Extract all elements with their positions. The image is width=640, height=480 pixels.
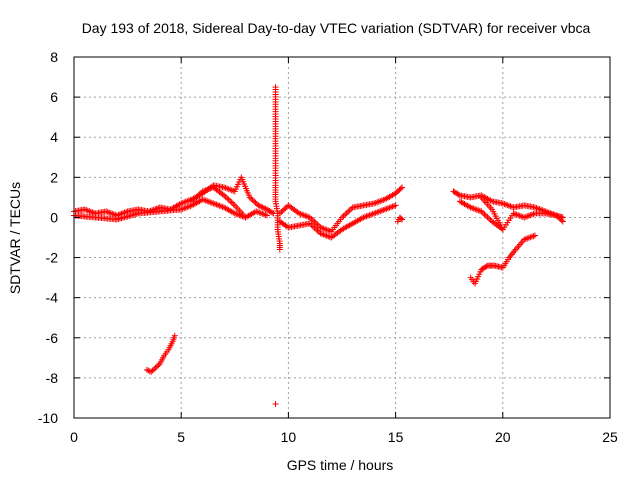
data-point-marker <box>251 198 258 205</box>
data-point-marker <box>486 215 493 222</box>
y-tick-label: 2 <box>50 169 58 185</box>
data-point-marker <box>263 212 270 219</box>
data-point-marker <box>259 204 266 211</box>
y-tick-label: -6 <box>46 330 59 346</box>
data-point-marker <box>345 208 352 215</box>
data-point-marker <box>276 246 283 253</box>
data-point-marker <box>399 216 406 223</box>
data-point-marker <box>392 202 399 209</box>
data-point-marker <box>262 205 269 212</box>
y-tick-label: 4 <box>50 129 58 145</box>
grid-lines <box>74 57 610 418</box>
data-point-marker <box>228 199 235 206</box>
y-tick-label: -4 <box>46 290 59 306</box>
data-point-marker <box>455 191 462 198</box>
data-point-marker <box>397 185 404 192</box>
data-point-marker <box>269 209 276 216</box>
data-point-marker <box>276 210 283 217</box>
data-point-marker <box>224 195 231 202</box>
x-axis-label: GPS time / hours <box>287 457 394 473</box>
data-point-marker <box>143 366 150 373</box>
data-point-marker <box>225 196 232 203</box>
data-point-marker <box>346 207 353 214</box>
plot-frame <box>73 56 611 419</box>
x-tick-label: 25 <box>602 429 618 445</box>
x-tick-label: 10 <box>281 429 297 445</box>
data-point-marker <box>278 209 285 216</box>
data-point-marker <box>499 226 506 233</box>
data-point-marker <box>279 207 286 214</box>
x-tick-label: 5 <box>177 429 185 445</box>
data-point-marker <box>399 184 406 191</box>
data-point-marker <box>171 332 178 339</box>
data-point-marker <box>343 210 350 217</box>
data-point-marker <box>252 199 259 206</box>
x-tick-label: 0 <box>70 429 78 445</box>
y-tick-label: 8 <box>50 49 58 65</box>
y-tick-label: -8 <box>46 370 59 386</box>
data-point-marker <box>482 212 489 219</box>
data-point-marker <box>558 217 565 224</box>
data-point-marker <box>559 218 566 225</box>
x-tick-label: 15 <box>388 429 404 445</box>
data-point-marker <box>342 211 349 218</box>
data-point-marker <box>249 197 256 204</box>
data-point-marker <box>148 368 155 375</box>
y-tick-label: -2 <box>46 250 59 266</box>
data-point-marker <box>151 366 158 373</box>
data-point-marker <box>242 214 249 221</box>
data-point-marker <box>484 214 491 221</box>
data-point-marker <box>272 400 279 407</box>
data-point-marker <box>309 217 316 224</box>
data-points <box>71 84 566 407</box>
data-point-marker <box>281 206 288 213</box>
data-point-marker <box>227 198 234 205</box>
y-tick-label: -10 <box>38 410 58 426</box>
data-point-marker <box>483 263 490 270</box>
data-point-marker <box>152 364 159 371</box>
data-point-marker <box>256 203 263 210</box>
data-point-marker <box>258 203 265 210</box>
data-point-marker <box>230 200 237 207</box>
y-tick-label: 0 <box>50 209 58 225</box>
data-point-marker <box>246 194 253 201</box>
y-tick-label: 6 <box>50 89 58 105</box>
data-point-marker <box>255 202 262 209</box>
data-point-marker <box>397 215 404 222</box>
axis-ticks: 0 5 10 15 20 25 -10 -8 -6 -4 -2 0 2 4 6 8 <box>38 49 618 445</box>
data-point-marker <box>248 195 255 202</box>
data-point-marker <box>282 205 289 212</box>
data-point-marker <box>531 232 538 239</box>
x-tick-label: 20 <box>495 429 511 445</box>
data-point-marker <box>149 367 156 374</box>
y-axis-label: SDTVAR / TECUs <box>7 182 23 294</box>
chart-title: Day 193 of 2018, Sidereal Day-to-day VTE… <box>82 20 591 36</box>
data-point-marker <box>153 363 160 370</box>
data-point-marker <box>146 368 153 375</box>
data-point-marker <box>155 362 162 369</box>
data-point-marker <box>481 211 488 218</box>
data-point-marker <box>340 213 347 220</box>
data-point-marker <box>261 205 268 212</box>
